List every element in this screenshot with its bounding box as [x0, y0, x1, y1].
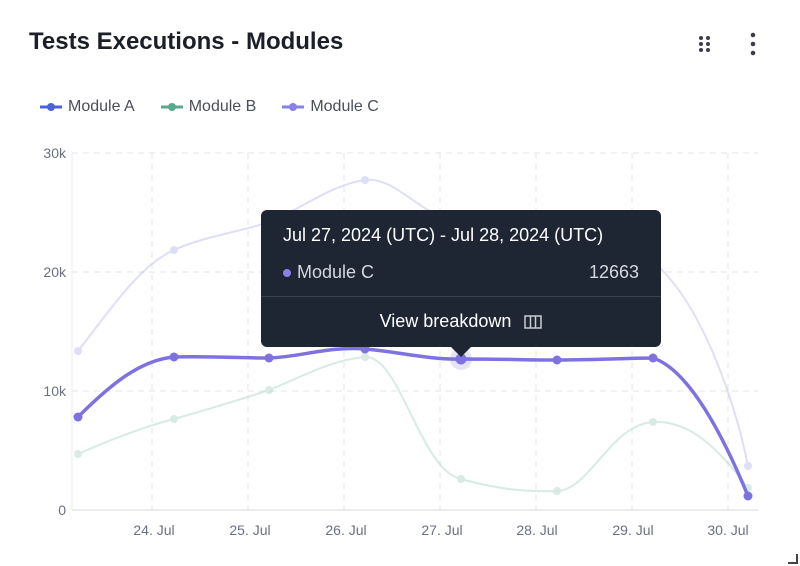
- more-vertical-icon[interactable]: [741, 32, 765, 56]
- y-tick: 30k: [43, 145, 67, 161]
- tooltip-value: 12663: [588, 262, 639, 282]
- view-breakdown-link[interactable]: View breakdown: [261, 311, 661, 332]
- y-axis-labels: 30k 20k 10k 0: [43, 145, 67, 518]
- x-tick: 30. Jul: [707, 522, 748, 538]
- chart-tooltip: Jul 27, 2024 (UTC) - Jul 28, 2024 (UTC) …: [261, 210, 661, 357]
- line-marker-icon: [160, 103, 183, 111]
- y-tick: 10k: [43, 383, 67, 399]
- x-tick: 25. Jul: [229, 522, 270, 538]
- line-marker-icon: [40, 103, 62, 111]
- view-breakdown-label: View breakdown: [379, 311, 512, 331]
- tooltip-series-name: Module C: [297, 262, 375, 282]
- series-dot-icon: [283, 269, 291, 278]
- x-tick: 27. Jul: [421, 522, 462, 538]
- resize-handle-icon[interactable]: [788, 554, 798, 564]
- y-tick: 20k: [43, 264, 67, 280]
- columns-icon: [524, 315, 543, 329]
- legend-item-module-a[interactable]: Module A: [40, 98, 135, 116]
- legend-item-module-b[interactable]: Module B: [160, 98, 257, 116]
- x-tick: 29. Jul: [612, 522, 653, 538]
- series-module-a: [74, 176, 752, 470]
- y-tick: 0: [58, 502, 66, 518]
- tooltip-arrow: [451, 347, 471, 357]
- x-tick: 26. Jul: [325, 522, 366, 538]
- chart-title: Tests Executions - Modules: [29, 28, 344, 55]
- line-marker-icon: [282, 103, 305, 111]
- series-module-b: [74, 353, 752, 495]
- legend-item-module-c[interactable]: Module C: [282, 98, 379, 116]
- x-tick: 24. Jul: [133, 522, 174, 538]
- tooltip-date-range: Jul 27, 2024 (UTC) - Jul 28, 2024 (UTC): [283, 225, 604, 245]
- x-tick: 28. Jul: [516, 522, 557, 538]
- legend-label: Module A: [68, 98, 135, 115]
- drag-handle-icon[interactable]: [693, 32, 717, 56]
- x-axis-labels: 24. Jul 25. Jul 26. Jul 27. Jul 28. Jul …: [133, 522, 748, 538]
- tooltip-series-row: Module C 12663: [283, 262, 639, 283]
- legend-label: Module C: [310, 98, 379, 115]
- tooltip-divider: [261, 296, 661, 297]
- legend-label: Module B: [188, 98, 257, 115]
- chart-legend: Module A Module B Module C: [40, 98, 379, 116]
